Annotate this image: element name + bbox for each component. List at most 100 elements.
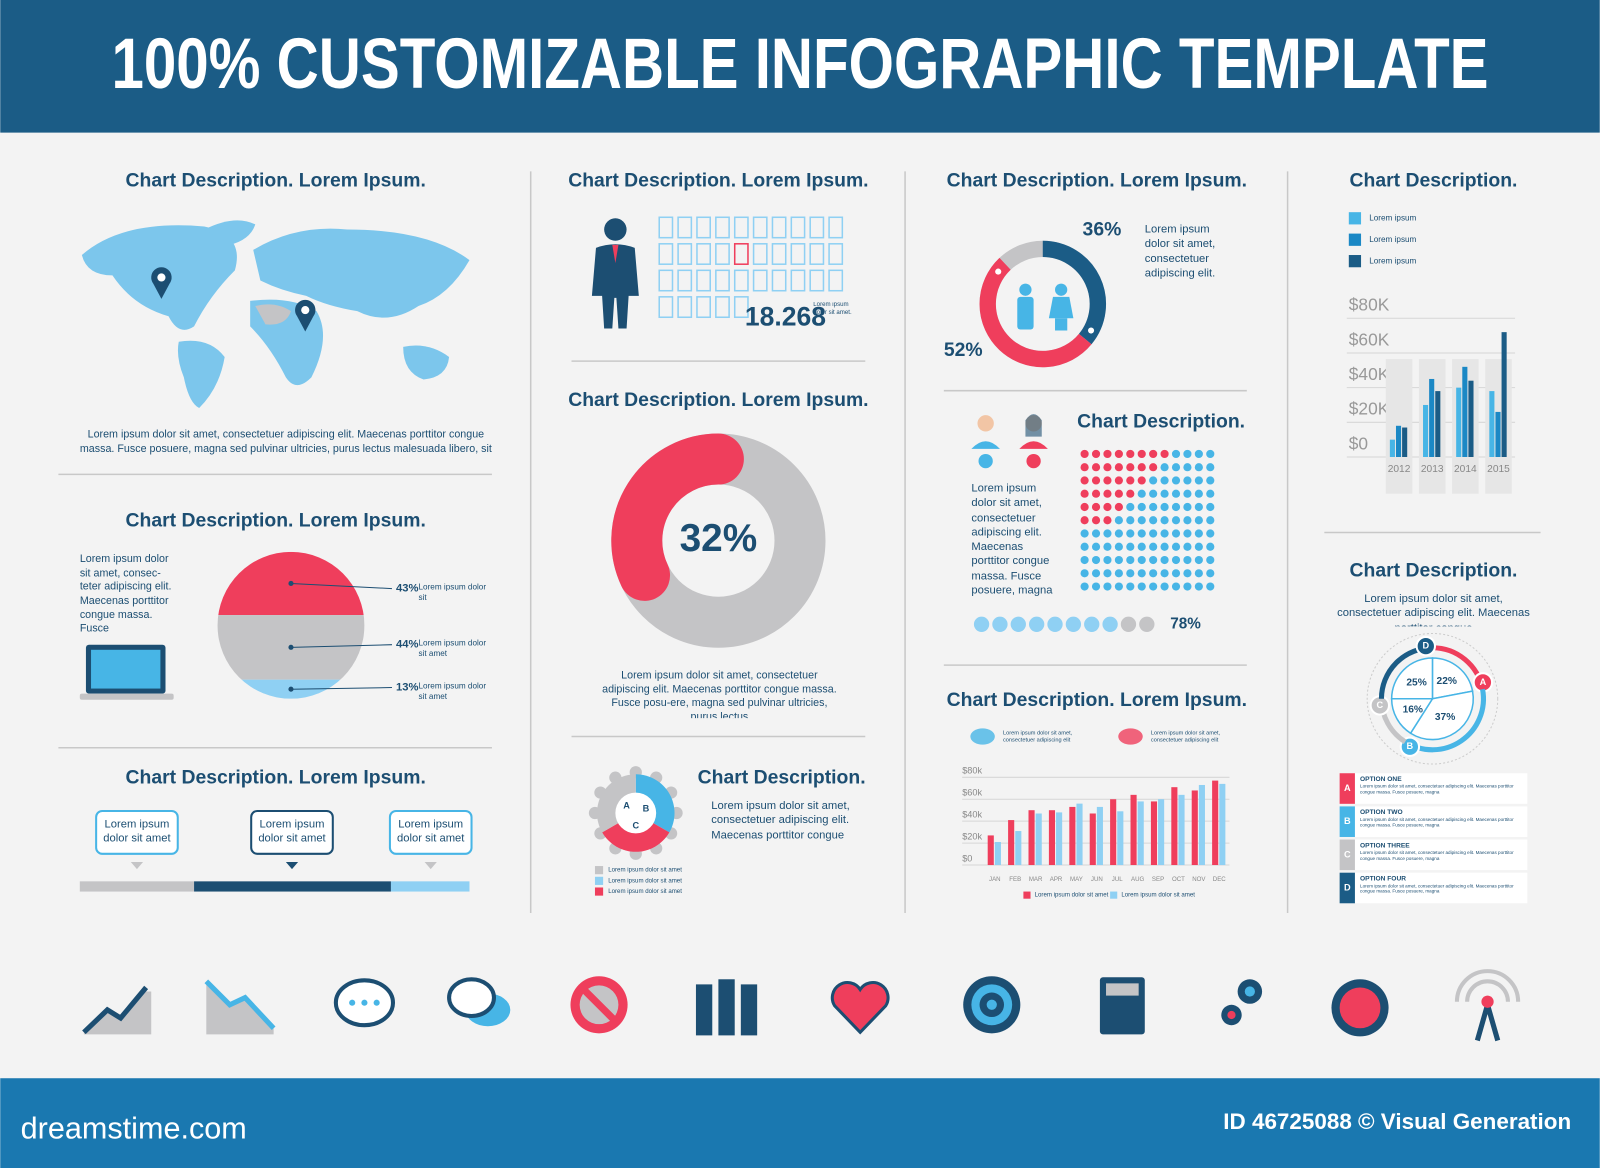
dot-grid <box>1080 516 1089 525</box>
legend-swatch <box>594 876 604 885</box>
dot-grid <box>1183 542 1192 551</box>
paragraph: Lorem ipsum dolor sit amet, consectetuer… <box>1151 730 1220 743</box>
paragraph-text: Lorem ipsum dolor sit amet <box>418 681 487 702</box>
pictogram-box <box>790 216 806 239</box>
header-title: 100% CUSTOMIZABLE INFOGRAPHIC TEMPLATE <box>111 24 1488 104</box>
bar <box>1198 784 1205 866</box>
dot-grid <box>1103 582 1112 591</box>
y-tick-label: $60K <box>1349 329 1390 349</box>
option-row <box>1339 773 1528 804</box>
option-letter-box <box>1339 872 1355 904</box>
option-name: OPTION FOUR <box>1360 876 1406 883</box>
bar <box>1096 806 1103 866</box>
legend-label: Lorem ipsum <box>1369 235 1416 244</box>
y-tick-label: $80k <box>962 766 982 776</box>
section-title: Chart Description. <box>1349 559 1517 581</box>
pictogram-box <box>809 243 825 265</box>
dot-grid <box>1126 516 1135 525</box>
legend-label: Lorem ipsum dolor sit amet <box>1035 892 1109 899</box>
option-name: OPTION ONE <box>1360 776 1402 783</box>
y-tick-label: $80K <box>1349 295 1390 315</box>
option-letter-box <box>1339 806 1355 837</box>
dot-grid <box>1091 449 1101 459</box>
y-tick-label: $20K <box>1349 399 1390 419</box>
dot-grid <box>1091 516 1101 525</box>
bar <box>1089 813 1096 866</box>
dot-grid <box>1137 502 1146 512</box>
dot-grid <box>1171 569 1181 578</box>
dot-grid <box>1160 463 1169 472</box>
value-label: 37% <box>1435 712 1455 723</box>
paragraph-text: Lorem ipsum dolor sit amet <box>103 818 171 845</box>
cloud-icon <box>1118 728 1143 745</box>
paragraph: Lorem ipsum dolor sit amet, consectetuer… <box>1360 783 1514 794</box>
legend-swatch <box>1110 891 1118 899</box>
value-label: 16% <box>1403 704 1423 715</box>
x-tick-label: APR <box>1050 876 1063 883</box>
pictogram-box <box>696 296 711 319</box>
legend-swatch <box>594 866 604 875</box>
dot-grid <box>1103 529 1112 538</box>
dot-grid <box>1103 516 1112 525</box>
pictogram-box <box>771 243 787 265</box>
dot-grid <box>1137 529 1146 538</box>
pictogram-box <box>677 296 693 319</box>
dot <box>1139 616 1155 632</box>
dot-grid <box>1183 476 1192 485</box>
dot-grid <box>1206 529 1215 538</box>
dot-grid <box>1171 529 1181 538</box>
dot-grid <box>1171 555 1181 565</box>
bar <box>1468 380 1474 457</box>
dot-grid <box>1206 463 1215 472</box>
dot-grid <box>1183 555 1192 565</box>
dot-grid <box>1080 476 1089 485</box>
paragraph-text: Lorem ipsum dolor sit amet, consectetuer… <box>1360 816 1514 828</box>
dot-grid <box>1183 463 1192 472</box>
callout-pointer <box>130 861 144 870</box>
ring-guide <box>1366 632 1499 765</box>
section-title: Chart Description. Lorem Ipsum. <box>125 170 425 192</box>
paragraph-text: Lorem ipsum dolor sit amet, consec-teter… <box>79 552 172 635</box>
legend-label: Lorem ipsum <box>1369 213 1416 222</box>
dot-grid <box>1183 449 1192 459</box>
legend-swatch <box>1348 255 1362 268</box>
bar <box>1048 810 1056 866</box>
dot-grid <box>1160 449 1169 459</box>
pictogram-box <box>790 243 806 265</box>
gear-part-label: B <box>643 803 650 813</box>
dot-grid <box>1126 502 1135 512</box>
paragraph: Lorem ipsum dolor sit amet, consectetuer… <box>1145 223 1215 279</box>
dot-grid <box>1103 489 1112 498</box>
person-icon <box>591 218 639 329</box>
dot-grid <box>1149 489 1158 498</box>
pictogram-box <box>677 216 693 239</box>
value-label: 25% <box>1406 678 1426 689</box>
section-title: Chart Description. Lorem Ipsum. <box>947 689 1247 711</box>
dot-grid <box>1103 569 1112 578</box>
dot-grid <box>1183 502 1192 512</box>
x-tick-label: SEP <box>1152 876 1164 883</box>
arc-marker <box>995 268 1002 275</box>
dot-grid <box>1137 449 1146 459</box>
pictogram-box <box>696 269 711 292</box>
count: 18.268 <box>745 301 826 331</box>
x-tick-label: 2013 <box>1421 464 1444 475</box>
category-badge <box>1415 635 1437 657</box>
bar <box>1056 812 1063 866</box>
legend-swatch <box>1348 212 1362 225</box>
pie-slice <box>1409 690 1474 741</box>
dot-grid <box>1194 569 1203 578</box>
dot-grid <box>1194 489 1203 498</box>
dot-grid <box>1103 555 1112 565</box>
dot-grid <box>1171 449 1181 459</box>
dot-grid <box>1160 489 1169 498</box>
dot-grid <box>1091 502 1101 512</box>
pictogram-box <box>752 216 768 239</box>
paragraph: Lorem ipsum dolor sit amet, consectetuer… <box>711 800 849 841</box>
dot-grid <box>1160 542 1169 551</box>
bar <box>1212 780 1219 866</box>
dot-grid <box>1126 489 1135 498</box>
option-letter: D <box>1344 882 1351 892</box>
callout-box <box>250 809 334 855</box>
bar <box>1501 332 1507 457</box>
